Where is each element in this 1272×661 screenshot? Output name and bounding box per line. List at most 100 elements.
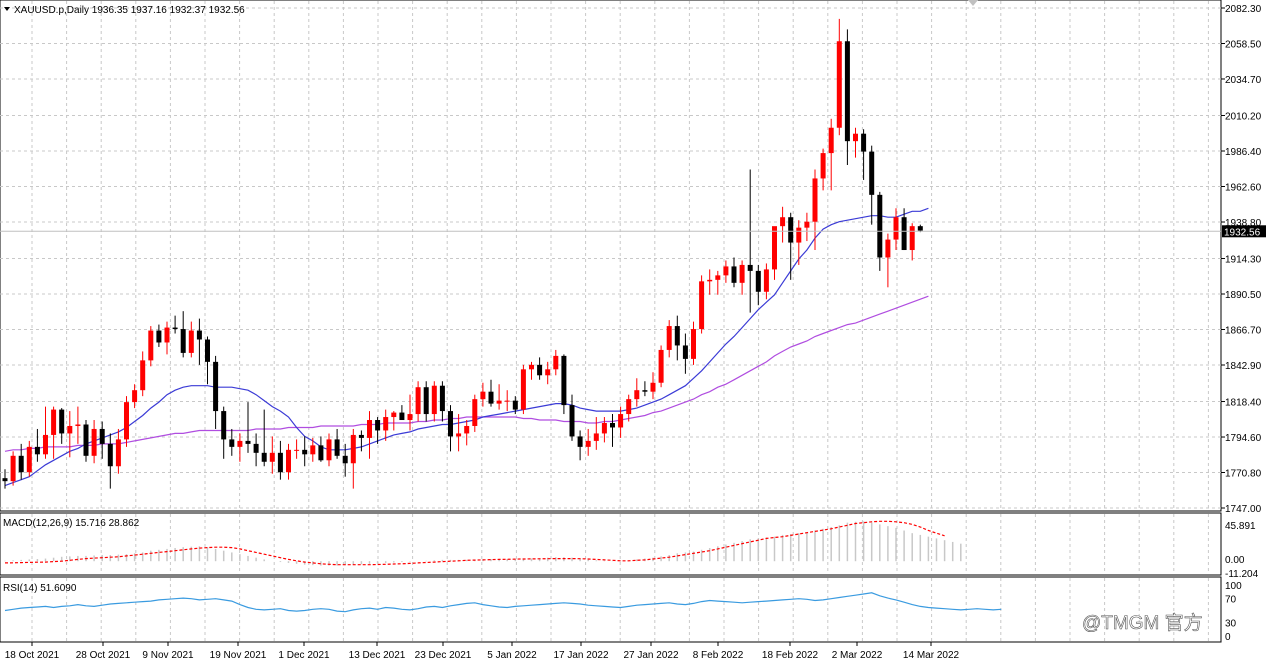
macd-signal-line [4, 520, 945, 566]
candle-body [707, 279, 713, 282]
candle-body [391, 412, 397, 418]
macd-tick-label: 0.00 [1225, 555, 1245, 566]
date-tick-label: 13 Dec 2021 [349, 650, 406, 661]
macd-series [4, 520, 962, 566]
candle-body [367, 420, 372, 438]
rsi-series [4, 592, 1002, 613]
candle-body [107, 443, 113, 467]
candle-body [213, 361, 219, 412]
candle-body [877, 194, 883, 258]
candle-body [545, 369, 551, 376]
candle-body [788, 217, 794, 243]
candle-body [731, 266, 737, 283]
candle-body [439, 385, 445, 412]
candle-body [861, 133, 867, 152]
date-axis: 18 Oct 2021 28 Oct 2021 9 Nov 2021 19 Nov 2… [5, 642, 960, 661]
candle-body [124, 402, 129, 440]
date-tick-label: 1 Dec 2021 [278, 650, 330, 661]
price-tick-label: 1866.70 [1225, 326, 1262, 337]
candle-body [755, 270, 761, 292]
price-tick-label: 1938.80 [1225, 218, 1262, 229]
candle-body [561, 355, 567, 406]
price-tick-label: 1914.30 [1225, 255, 1262, 266]
candle-body [188, 330, 194, 353]
candle-body [407, 414, 413, 421]
price-tick-label: 1890.50 [1225, 290, 1262, 301]
date-tick-label: 28 Oct 2021 [76, 650, 131, 661]
candle-body [75, 424, 81, 426]
candle-body [747, 264, 753, 271]
candle-body [229, 439, 235, 447]
candle-body [828, 127, 834, 154]
candle-body [844, 41, 850, 142]
candle-body [610, 423, 615, 428]
dropdown-triangle-icon[interactable] [4, 7, 10, 11]
price-tick-label: 1794.60 [1225, 433, 1262, 444]
candle-body [99, 428, 105, 444]
candle-body [634, 390, 640, 400]
candle-body [456, 433, 462, 437]
candle-body [342, 455, 348, 464]
date-tick-label: 18 Feb 2022 [762, 650, 819, 661]
rsi-tick-label: 70 [1225, 595, 1237, 606]
candle-body [172, 327, 178, 330]
candle-body [132, 390, 138, 403]
candle-body [723, 266, 729, 276]
price-axis: 2082.30 2058.50 2034.70 2010.20 1986.40 1962.… [1221, 4, 1262, 643]
macd-pane-frame [0, 512, 1222, 576]
candle-body [334, 439, 340, 456]
date-tick-label: 5 Jan 2022 [487, 650, 537, 661]
candle-body [399, 412, 405, 421]
candle-body [310, 445, 316, 455]
candle-body [763, 269, 769, 292]
candle-body [358, 434, 364, 438]
candle-body [43, 434, 48, 455]
candle-body [423, 387, 429, 415]
candle-body [302, 449, 308, 455]
shift-marker-icon[interactable] [968, 0, 978, 6]
candle-body [59, 409, 65, 434]
candle-body [691, 329, 696, 359]
rsi-line [4, 592, 1002, 613]
candle-body [674, 326, 680, 346]
price-tick-label: 2082.30 [1225, 4, 1262, 15]
candle-body [715, 275, 721, 280]
candle-body [383, 417, 389, 431]
candle-body [140, 360, 146, 391]
candle-body [10, 455, 16, 482]
candle-body [739, 264, 745, 283]
candle-body [326, 439, 332, 461]
candle-body [269, 452, 275, 462]
candle-body [488, 391, 494, 404]
candle-body [885, 239, 891, 258]
candle-body [917, 226, 923, 231]
candle-body [666, 326, 672, 350]
candle-body [812, 178, 818, 222]
candle-body [796, 227, 802, 243]
candle-body [448, 411, 453, 437]
candle-body [804, 221, 810, 228]
macd-label: MACD(12,26,9) 15.716 28.862 [3, 518, 140, 529]
candle-body [853, 133, 858, 142]
candle-body [26, 446, 32, 473]
candle-body [480, 391, 486, 400]
candle-body [642, 390, 648, 392]
rsi-pane-frame [0, 576, 1222, 643]
candle-body [67, 425, 73, 434]
candle-body [658, 349, 664, 383]
date-tick-label: 14 Mar 2022 [903, 650, 960, 661]
candle-body [618, 414, 624, 428]
candle-body [2, 478, 8, 482]
candle-body [472, 399, 478, 426]
candle-body [772, 226, 777, 270]
candle-body [237, 440, 243, 447]
price-tick-label: 1962.60 [1225, 182, 1262, 193]
date-tick-label: 19 Nov 2021 [210, 650, 267, 661]
date-tick-label: 27 Jan 2022 [623, 650, 678, 661]
candle-body [277, 452, 283, 473]
candle-body [901, 217, 907, 251]
candle-body [205, 339, 210, 362]
price-tick-label: 2010.20 [1225, 112, 1262, 123]
chart-header: XAUUSD.p,Daily 1936.35 1937.16 1932.37 1… [14, 5, 245, 16]
